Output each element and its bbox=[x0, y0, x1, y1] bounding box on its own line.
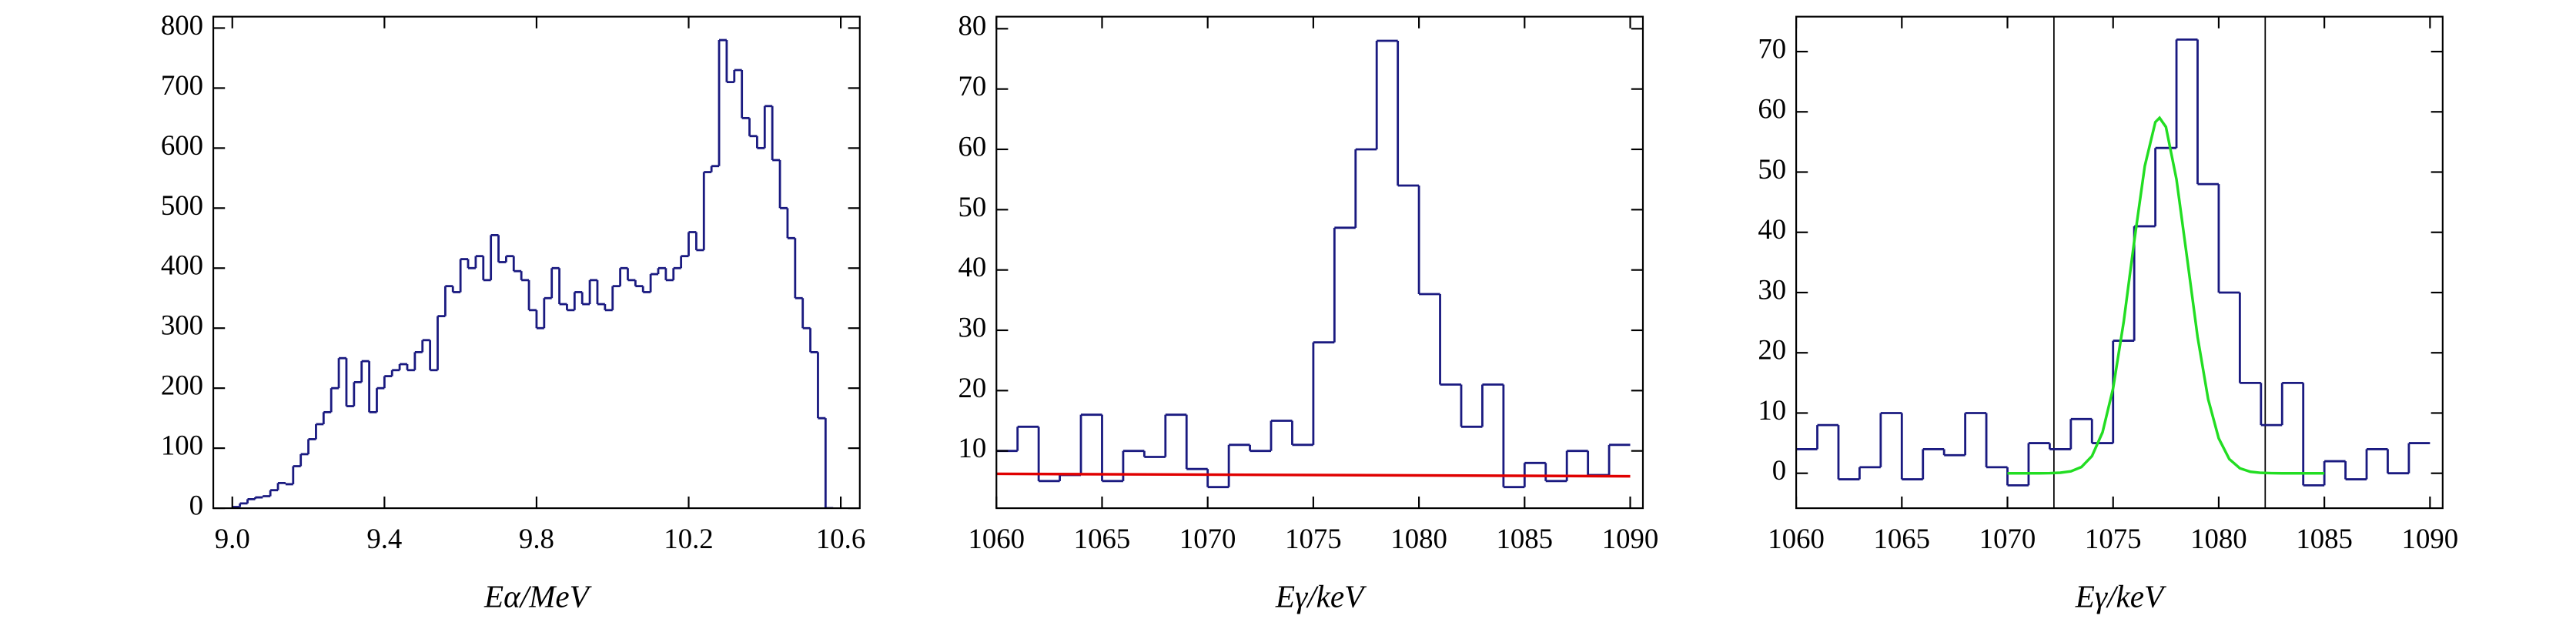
x-tick-label: 1090 bbox=[2402, 523, 2459, 554]
y-tick-label: 50 bbox=[1758, 153, 1786, 185]
y-tick-label: 60 bbox=[1758, 93, 1786, 125]
x-tick-label: 1070 bbox=[1979, 523, 2036, 554]
y-tick-label: 80 bbox=[958, 10, 986, 42]
plot-frame bbox=[1795, 15, 2444, 510]
y-tick-label: 20 bbox=[958, 372, 986, 403]
y-tick-label: 70 bbox=[958, 70, 986, 102]
y-tick-label: 700 bbox=[161, 69, 203, 101]
x-tick-label: 1060 bbox=[1768, 523, 1825, 554]
fit-line bbox=[996, 472, 1631, 478]
panel: 10 20 30 40 50 60 70 80 1060 1065 1070 1075 1080 1085… bbox=[958, 10, 1658, 614]
y-tick-label: 0 bbox=[189, 490, 203, 521]
x-tick-label: 1070 bbox=[1179, 523, 1236, 554]
x-tick-label: 1060 bbox=[968, 523, 1025, 554]
y-tick-label: 40 bbox=[958, 251, 986, 283]
x-tick-label: 10.6 bbox=[816, 523, 865, 554]
fit-line bbox=[2007, 115, 2325, 475]
x-tick-label: 1065 bbox=[1074, 523, 1131, 554]
x-tick-label: 1085 bbox=[2296, 523, 2353, 554]
y-tick-label: 10 bbox=[1758, 394, 1786, 426]
panel: 0 100 200 300 400 500 600 700 800 9.0 9.4 9.8 10.2 10… bbox=[161, 9, 865, 614]
x-tick-label: 1080 bbox=[2190, 523, 2247, 554]
x-tick-label: 1075 bbox=[1285, 523, 1342, 554]
y-tick-label: 30 bbox=[958, 311, 986, 343]
y-tick-label: 60 bbox=[958, 130, 986, 162]
x-axis-title: Eγ/keV bbox=[1275, 579, 1367, 614]
x-tick-label: 1080 bbox=[1390, 523, 1447, 554]
y-tick-label: 30 bbox=[1758, 273, 1786, 305]
x-tick-label: 10.2 bbox=[664, 523, 713, 554]
x-tick-label: 1085 bbox=[1497, 523, 1554, 554]
y-tick-label: 100 bbox=[161, 430, 203, 461]
y-tick-label: 200 bbox=[161, 370, 203, 401]
y-tick-label: 400 bbox=[161, 249, 203, 281]
plot-frame bbox=[212, 15, 861, 510]
plot-area bbox=[1796, 16, 2430, 509]
x-tick-label: 9.0 bbox=[215, 523, 250, 554]
x-tick-label: 1065 bbox=[1874, 523, 1931, 554]
x-tick-label: 1075 bbox=[2085, 523, 2142, 554]
y-tick-label: 0 bbox=[1772, 454, 1786, 486]
y-tick-label: 70 bbox=[1758, 32, 1786, 64]
x-axis-title: Eα/MeV bbox=[483, 579, 593, 614]
y-tick-label: 10 bbox=[958, 432, 986, 463]
plot-frame bbox=[995, 15, 1644, 510]
panel: 0 10 20 30 40 50 60 70 1060 1065 1070 1075 1080 1085 1… bbox=[1758, 15, 2459, 614]
plot-area bbox=[996, 39, 1631, 489]
y-tick-label: 600 bbox=[161, 129, 203, 161]
x-axis-title: Eγ/keV bbox=[2075, 579, 2167, 614]
y-tick-label: 500 bbox=[161, 189, 203, 221]
y-tick-label: 300 bbox=[161, 309, 203, 341]
x-tick-label: 9.8 bbox=[519, 523, 554, 554]
y-tick-label: 800 bbox=[161, 9, 203, 41]
x-tick-label: 9.4 bbox=[366, 523, 402, 554]
plot-area bbox=[232, 38, 834, 509]
y-tick-label: 50 bbox=[958, 191, 986, 222]
y-tick-label: 40 bbox=[1758, 213, 1786, 245]
x-tick-label: 1090 bbox=[1602, 523, 1659, 554]
y-tick-label: 20 bbox=[1758, 334, 1786, 366]
